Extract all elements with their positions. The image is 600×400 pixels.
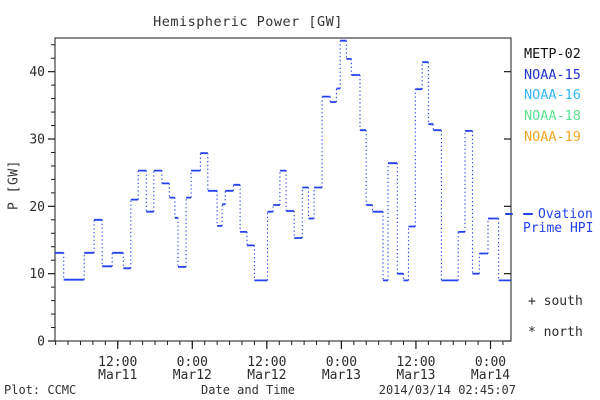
ovation-line-marker [505, 213, 513, 215]
ovation-line-marker [523, 213, 533, 215]
south-marker-label: + south [528, 294, 583, 309]
ovation-legend-line2: Prime HPI [523, 221, 594, 236]
x-tick-date-label: Mar12 [247, 368, 286, 383]
footer-timestamp: 2014/03/14 02:45:07 [378, 383, 516, 397]
x-tick-date-label: Mar13 [322, 368, 361, 383]
x-tick-time-label: 0:00 [177, 355, 208, 370]
north-marker-label: * north [528, 325, 583, 340]
y-tick-label: 40 [29, 65, 45, 80]
legend-item-noaa-15: NOAA-15 [524, 66, 581, 83]
y-tick-label: 10 [29, 267, 45, 282]
legend-item-metp-02: METP-02 [524, 46, 581, 62]
x-tick-time-label: 0:00 [475, 355, 506, 370]
y-tick-label: 20 [29, 200, 45, 215]
x-tick-time-label: 12:00 [396, 355, 435, 370]
footer-plot-source: Plot: CCMC [4, 383, 77, 397]
x-tick-date-label: Mar14 [471, 368, 510, 383]
legend-item-noaa-19: NOAA-19 [524, 128, 581, 145]
ovation-legend-line1: Ovation [538, 207, 593, 222]
legend-item-noaa-16: NOAA-16 [524, 87, 581, 104]
x-tick-time-label: 12:00 [247, 355, 286, 370]
x-tick-time-label: 0:00 [326, 355, 357, 370]
y-axis-label: P [GW] [6, 160, 22, 210]
y-tick-label: 0 [37, 335, 45, 350]
y-tick-label: 30 [29, 133, 45, 148]
hpi-step-connectors [63, 40, 500, 281]
hpi-step-line [55, 39, 511, 282]
page-title: Hemispheric Power [GW] [153, 14, 343, 30]
satellite-legend: METP-02 NOAA-15 NOAA-16 NOAA-18 NOAA-19 [524, 47, 581, 150]
x-tick-date-label: Mar13 [396, 368, 435, 383]
x-tick-date-label: Mar11 [98, 368, 137, 383]
legend-item-noaa-18: NOAA-18 [524, 108, 581, 125]
chart-frame [54, 37, 512, 342]
x-tick-date-label: Mar12 [173, 368, 212, 383]
x-tick-time-label: 12:00 [98, 355, 137, 370]
x-axis-title: Date and Time [201, 383, 295, 397]
